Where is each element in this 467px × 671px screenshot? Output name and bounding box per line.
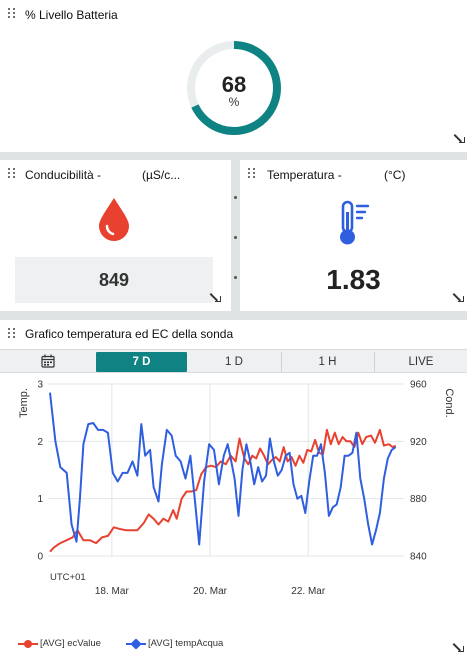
battery-gauge-arc [187,41,281,135]
time-range-tabs: 7 D 1 D 1 H LIVE [0,349,467,373]
conductivity-title: Conducibilità - [25,168,102,182]
legend-tempacqua[interactable]: [AVG] tempAcqua [148,638,224,649]
resize-handle-icon[interactable] [454,293,464,302]
drag-handle-icon[interactable] [8,168,16,179]
battery-title: % Livello Batteria [25,8,118,22]
temperature-unit: (°C) [384,168,406,182]
x-tick-label: 20. Mar [193,586,228,597]
battery-gauge [187,41,281,135]
battery-card: % Livello Batteria 68 % [0,0,467,152]
graph-title: Grafico temperatura ed EC della sonda [25,327,234,341]
y-tick-label: 1 [37,494,43,505]
legend-tempacqua-icon [126,639,146,649]
temperature-title: Temperatura - [267,168,342,182]
conductivity-unit: (µS/c... [142,168,181,182]
tab-1d[interactable]: 1 D [225,356,243,368]
tab-1h[interactable]: 1 H [318,356,337,368]
resize-handle-icon[interactable] [454,643,464,652]
tab-7d[interactable]: 7 D [96,352,187,372]
x-tick-label: 18. Mar [95,586,130,597]
separator-dot [234,196,237,199]
legend-ecvalue[interactable]: [AVG] ecValue [40,638,101,649]
tab-separator [374,352,375,372]
legend-ecvalue-icon [18,640,38,648]
y2-tick-label: 880 [410,494,427,505]
battery-value: 68 [221,72,247,97]
temperature-value: 1.83 [326,264,381,295]
water-drop-icon [99,198,129,241]
separator-dot [234,276,237,279]
y-tick-label: 3 [37,380,43,391]
temperature-ec-chart: 3 960 2 920 1 880 0 840 18. Mar 20. Mar 22. Mar Tem… [18,380,455,598]
series-ecvalue-line [49,428,397,553]
y-tick-label: 0 [37,552,43,563]
x-tick-label: 22. Mar [291,586,326,597]
y2-tick-label: 920 [410,437,427,448]
y2-tick-label: 840 [410,552,427,563]
y2-axis-label: Cond. [443,388,455,417]
separator-dot [234,236,237,239]
drag-handle-icon[interactable] [8,328,16,339]
timezone-label: UTC+01 [50,572,86,583]
tab-separator [281,352,282,372]
resize-handle-icon[interactable] [211,293,221,302]
y2-tick-label: 960 [410,380,427,391]
drag-handle-icon[interactable] [248,168,256,179]
battery-unit: % [228,95,240,109]
temperature-card: Temperatura - (°C) 1.83 [240,160,467,311]
drag-handle-icon[interactable] [8,8,16,19]
calendar-icon[interactable] [41,354,55,368]
graph-card: Grafico temperatura ed EC della sonda [0,320,467,671]
conductivity-value-box [15,257,213,303]
thermometer-icon [340,200,370,245]
series-tempacqua-line [49,392,397,546]
y-axis-label: Temp. [18,388,30,418]
y-tick-label: 2 [37,437,43,448]
tab-live[interactable]: LIVE [408,356,434,368]
resize-handle-icon[interactable] [455,134,465,143]
conductivity-card: Conducibilità - (µS/c... 849 [0,160,231,311]
conductivity-value: 849 [98,270,130,290]
